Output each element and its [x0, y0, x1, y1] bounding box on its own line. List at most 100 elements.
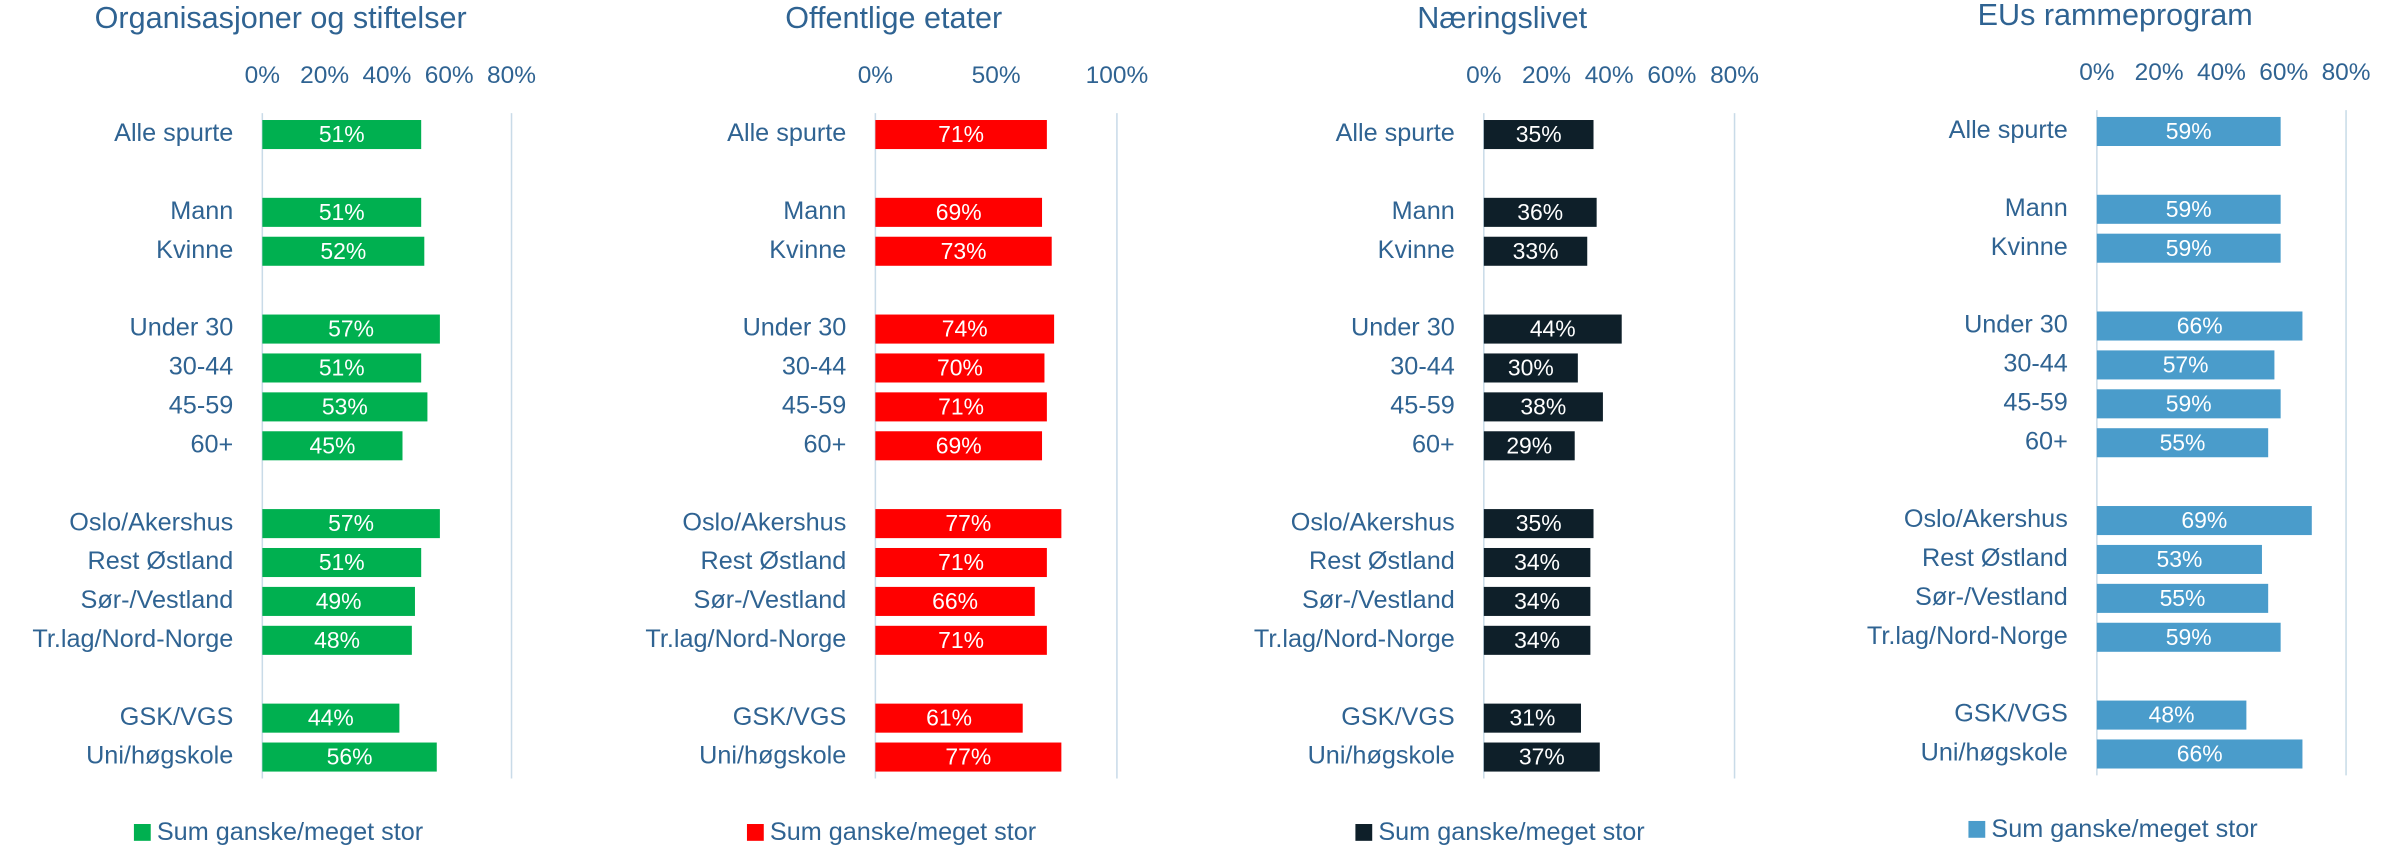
x-tick-label: 0%	[245, 62, 280, 89]
y-tick-label: 45-59	[782, 392, 847, 420]
y-tick-label: Tr.lag/Nord-Norge	[32, 625, 233, 653]
bar	[875, 625, 1047, 655]
bar	[875, 431, 1043, 461]
y-tick-label: Oslo/Akershus	[1904, 505, 2068, 533]
bar	[2096, 583, 2269, 613]
x-tick-label: 60%	[425, 62, 474, 89]
x-tick-label: 40%	[362, 62, 411, 89]
value-label: 51%	[319, 199, 365, 225]
value-label: 71%	[938, 121, 984, 147]
value-label: 51%	[319, 121, 365, 147]
y-tick-label: 30-44	[2003, 350, 2068, 378]
value-label: 51%	[319, 355, 365, 381]
y-tick-label: Tr.lag/Nord-Norge	[1867, 622, 2068, 650]
value-label: 66%	[932, 588, 978, 614]
y-tick-label: 60+	[804, 430, 847, 458]
x-tick-label: 80%	[487, 62, 536, 89]
bar	[262, 431, 403, 461]
value-label: 77%	[945, 744, 991, 770]
x-tick-label: 60%	[1647, 62, 1696, 89]
legend-swatch	[1355, 824, 1373, 841]
x-tick-label: 40%	[2197, 59, 2246, 86]
y-tick-label: Sør-/Vestland	[81, 586, 234, 614]
y-tick-label: Tr.lag/Nord-Norge	[645, 625, 846, 653]
bar	[1483, 236, 1588, 266]
y-tick-label: Rest Østland	[701, 547, 847, 575]
value-label: 66%	[2177, 313, 2223, 339]
y-tick-label: Uni/høgskole	[1921, 739, 2068, 767]
value-label: 69%	[936, 199, 982, 225]
value-label: 35%	[1516, 121, 1562, 147]
bar	[2096, 428, 2269, 458]
bar	[262, 509, 440, 539]
bar	[1483, 625, 1591, 655]
value-label: 71%	[938, 549, 984, 575]
y-tick-label: Sør-/Vestland	[694, 586, 847, 614]
x-tick-label: 0%	[1466, 62, 1501, 89]
y-tick-label: Rest Østland	[88, 547, 234, 575]
y-tick-label: Under 30	[743, 314, 847, 342]
y-tick-label: Uni/høgskole	[1308, 742, 1455, 770]
value-label: 59%	[2166, 196, 2212, 222]
bar	[1483, 703, 1581, 733]
y-tick-label: 60+	[2025, 427, 2068, 455]
value-label: 44%	[308, 705, 354, 731]
value-label: 34%	[1514, 549, 1560, 575]
bar	[875, 120, 1047, 150]
bar	[262, 236, 425, 266]
bar	[2096, 739, 2303, 769]
bar	[1483, 197, 1597, 227]
value-label: 34%	[1514, 588, 1560, 614]
x-tick-label: 20%	[1522, 62, 1571, 89]
x-tick-label: 20%	[300, 62, 349, 89]
y-tick-label: Tr.lag/Nord-Norge	[1254, 625, 1455, 653]
bar	[262, 586, 415, 616]
y-tick-label: Under 30	[1964, 311, 2068, 339]
value-label: 66%	[2177, 741, 2223, 767]
chart-title: EUs rammeprogram	[1978, 0, 2253, 32]
y-tick-label: Oslo/Akershus	[1291, 508, 1455, 536]
value-label: 38%	[1520, 393, 1566, 419]
y-tick-label: Under 30	[1351, 314, 1455, 342]
x-tick-label: 80%	[1710, 62, 1759, 89]
value-label: 57%	[328, 316, 374, 342]
y-tick-label: Oslo/Akershus	[69, 508, 233, 536]
legend-label: Sum ganske/meget stor	[1991, 815, 2257, 843]
value-label: 49%	[316, 588, 362, 614]
y-tick-label: Mann	[783, 197, 846, 225]
bar	[875, 742, 1062, 772]
y-tick-label: Sør-/Vestland	[1302, 586, 1455, 614]
x-tick-label: 40%	[1585, 62, 1634, 89]
x-tick-label: 60%	[2259, 59, 2308, 86]
bar	[1483, 586, 1591, 616]
bar	[875, 703, 1023, 733]
value-label: 45%	[309, 432, 355, 458]
x-tick-label: 20%	[2135, 59, 2184, 86]
y-tick-label: Rest Østland	[1309, 547, 1455, 575]
bar	[1483, 547, 1591, 578]
value-label: 35%	[1516, 510, 1562, 536]
x-tick-label: 50%	[972, 62, 1021, 89]
legend-label: Sum ganske/meget stor	[1378, 818, 1644, 846]
y-tick-label: Alle spurte	[1336, 119, 1455, 147]
y-tick-label: 45-59	[169, 392, 234, 420]
value-label: 31%	[1509, 705, 1555, 731]
value-label: 53%	[2156, 546, 2202, 572]
value-label: 51%	[319, 549, 365, 575]
bar	[1483, 314, 1622, 344]
chart-title: Organisasjoner og stiftelser	[95, 1, 467, 35]
y-tick-label: Kvinne	[1991, 233, 2068, 261]
x-tick-label: 80%	[2322, 59, 2371, 86]
y-tick-label: Kvinne	[769, 236, 846, 264]
bar	[1483, 353, 1578, 383]
bar	[875, 586, 1035, 616]
bar	[262, 703, 400, 733]
y-tick-label: 45-59	[2003, 388, 2068, 416]
y-tick-label: 30-44	[782, 353, 847, 381]
bar	[262, 625, 412, 655]
value-label: 61%	[926, 705, 972, 731]
y-tick-label: Alle spurte	[114, 119, 233, 147]
bar	[262, 197, 422, 227]
bar	[2096, 233, 2281, 263]
value-label: 55%	[2160, 429, 2206, 455]
